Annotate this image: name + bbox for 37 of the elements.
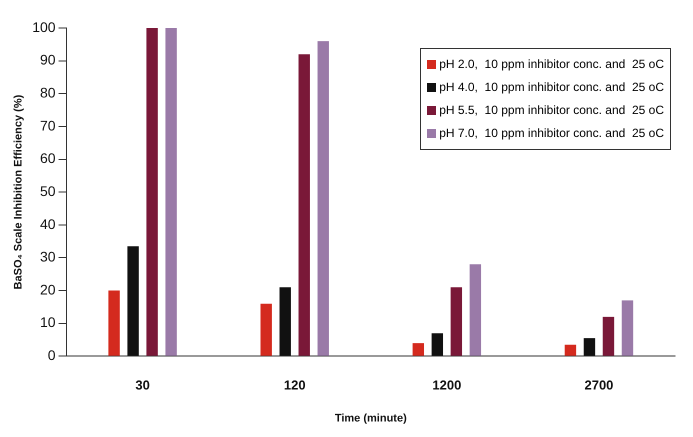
x-tick-label: 1200	[432, 378, 462, 393]
bar	[584, 338, 596, 356]
bar	[146, 28, 158, 356]
y-tick-label: 100	[32, 18, 56, 35]
bar	[470, 264, 482, 356]
y-tick-label: 0	[48, 347, 56, 364]
y-axis-title: BaSO₄ Scale Inhibition Efficiency (%)	[12, 94, 25, 290]
x-tick-label: 30	[135, 378, 150, 393]
y-tick-label: 10	[40, 314, 56, 330]
y-tick-label: 50	[40, 182, 56, 199]
legend-label: pH 5.5, 10 ppm inhibitor conc. and 25 oC	[439, 102, 664, 119]
y-tick-label: 80	[40, 84, 56, 100]
legend-label: pH 7.0, 10 ppm inhibitor conc. and 25 oC	[439, 125, 664, 142]
x-axis-title: Time (minute)	[334, 412, 408, 424]
bar	[127, 246, 139, 356]
bar	[432, 333, 444, 356]
bar	[318, 41, 329, 356]
legend-label: pH 2.0, 10 ppm inhibitor conc. and 25 oC	[439, 56, 664, 73]
bar	[412, 343, 424, 356]
y-tick-label: 30	[40, 248, 56, 265]
y-tick-label: 70	[40, 117, 56, 134]
x-tick-label: 2700	[584, 378, 614, 393]
y-tick-label: 20	[40, 281, 56, 298]
y-tick-label: 90	[40, 52, 56, 68]
y-tick-label: 40	[40, 216, 56, 232]
x-tick-label: 120	[284, 378, 306, 393]
bar	[298, 54, 310, 356]
bar	[602, 316, 614, 356]
y-tick-label: 60	[40, 150, 56, 166]
bar	[564, 344, 576, 356]
bar	[622, 300, 634, 356]
bar	[260, 304, 272, 356]
bar	[280, 287, 291, 356]
bar	[450, 287, 462, 356]
legend-label: pH 4.0, 10 ppm inhibitor conc. and 25 oC	[439, 79, 664, 96]
bar	[165, 28, 177, 356]
bar	[108, 290, 120, 356]
